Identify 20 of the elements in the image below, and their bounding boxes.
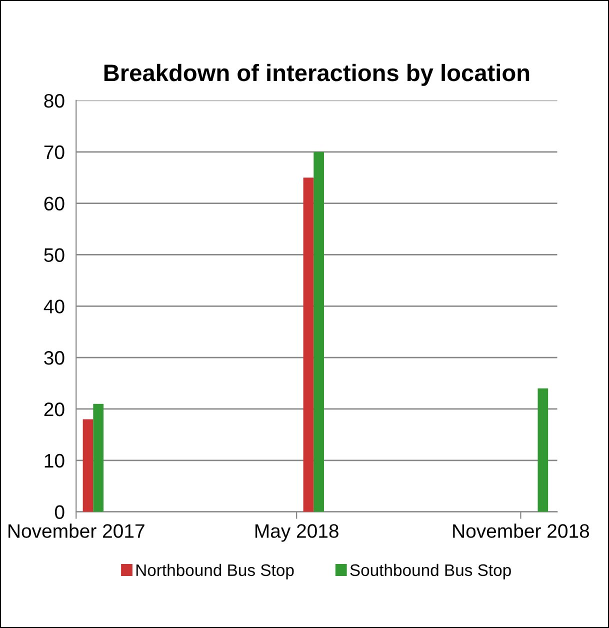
y-tick-label: 60	[44, 196, 64, 211]
y-tick-label: 70	[44, 145, 64, 160]
x-tick-label: November 2017	[8, 524, 144, 538]
y-tick-label: 20	[44, 402, 64, 416]
x-tick-label: November 2018	[453, 524, 590, 538]
bar	[82, 419, 94, 512]
y-tick-label: 50	[44, 248, 64, 262]
legend-label: Northbound Bus Stop	[136, 564, 294, 580]
y-tick-label: 0	[54, 505, 64, 520]
y-tick-label: 30	[44, 351, 64, 365]
x-tick-label: May 2018	[255, 524, 338, 542]
bar	[303, 178, 314, 512]
y-tick-label: 40	[44, 300, 64, 314]
y-tick-label: 80	[44, 94, 64, 108]
bar	[538, 388, 548, 512]
bar	[314, 152, 324, 512]
chart-title: Breakdown of interactions by location	[104, 64, 530, 86]
y-tick-label: 10	[44, 454, 64, 468]
legend-label: Southbound Bus Stop	[350, 564, 511, 580]
bar	[93, 404, 104, 512]
